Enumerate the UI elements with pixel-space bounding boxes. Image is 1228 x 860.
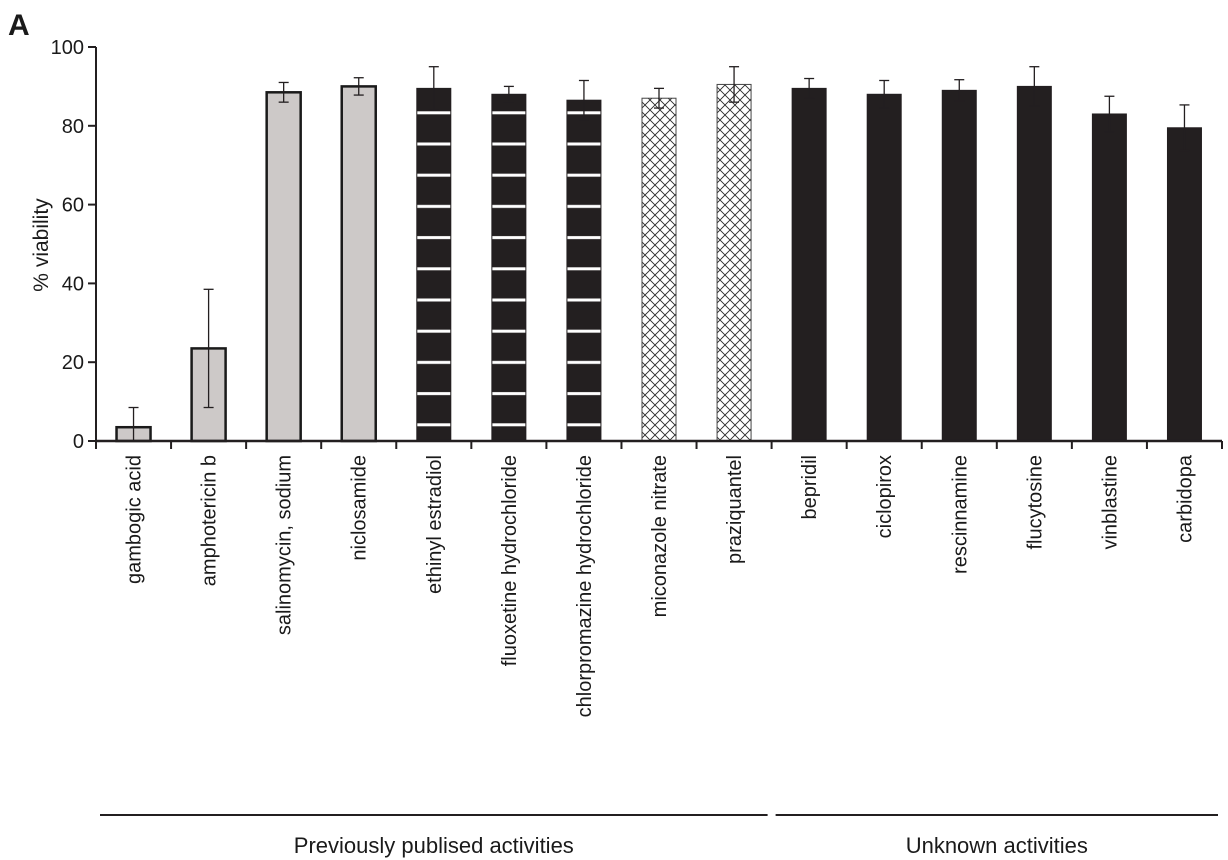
- y-tick-label: 0: [73, 431, 84, 453]
- x-tick-label: niclosamide: [349, 455, 371, 561]
- x-tick-label: flucytosine: [1024, 455, 1046, 550]
- panel-label: A: [8, 9, 30, 42]
- bars-group: [115, 66, 1202, 443]
- x-axis: gambogic acid amphotericin b salinomycin, …: [95, 439, 1223, 717]
- bar-salinomycin-sodium: [265, 91, 302, 443]
- x-tick-label: carbidopa: [1174, 454, 1196, 543]
- x-tick-label: amphotericin b: [199, 455, 221, 586]
- bar-flucytosine: [1016, 85, 1052, 442]
- error-bar: [654, 87, 664, 109]
- error-bar: [353, 77, 364, 96]
- error-bar: [879, 79, 890, 109]
- x-tick-label: bepridil: [799, 455, 821, 519]
- bar-bepridil: [791, 87, 827, 442]
- x-tick-label: vinblastine: [1099, 455, 1121, 550]
- group-label: Unknown activities: [906, 833, 1088, 858]
- error-bar: [503, 85, 514, 103]
- x-tick-label: chlorpromazine hydrochloride: [574, 455, 596, 717]
- x-tick-label: rescinnamine: [949, 455, 971, 574]
- y-tick-label: 100: [51, 37, 84, 59]
- x-tick-label: salinomycin, sodium: [274, 455, 296, 635]
- error-bar: [1179, 104, 1190, 152]
- error-bar: [278, 81, 289, 103]
- bar-fluoxetine-hydrochloride: [491, 93, 527, 442]
- error-bar: [578, 79, 589, 121]
- bar-ciclopirox: [866, 93, 902, 442]
- bar-praziquantel: [716, 83, 752, 442]
- bar-niclosamide: [340, 85, 377, 443]
- y-tick-label: 20: [62, 352, 84, 374]
- bar-carbidopa: [1166, 127, 1202, 442]
- bar-chlorpromazine-hydrochloride: [566, 99, 602, 442]
- x-tick-label: ciclopirox: [874, 455, 896, 538]
- bar-vinblastine: [1091, 113, 1127, 442]
- x-tick-label: praziquantel: [724, 455, 746, 564]
- bar-ethinyl-estradiol: [416, 87, 452, 442]
- bar-miconazole-nitrate: [641, 97, 677, 442]
- y-axis-title: % viability: [30, 198, 53, 292]
- error-bar: [729, 66, 740, 103]
- y-tick-label: 60: [62, 195, 84, 217]
- x-tick-label: gambogic acid: [124, 455, 146, 584]
- error-bar: [954, 79, 965, 102]
- x-tick-label: miconazole nitrate: [649, 455, 671, 617]
- group-brackets: Previously publised activities Unknown ac…: [100, 814, 1218, 858]
- x-tick-label: ethinyl estradiol: [424, 455, 446, 594]
- error-bar: [804, 77, 815, 99]
- error-bar: [1029, 66, 1040, 107]
- y-tick-label: 80: [62, 116, 84, 138]
- y-tick-label: 40: [62, 273, 84, 295]
- bar-rescinnamine: [941, 89, 977, 442]
- x-tick-label: fluoxetine hydrochloride: [499, 455, 521, 666]
- error-bar: [1104, 95, 1115, 133]
- group-label: Previously publised activities: [294, 833, 574, 858]
- y-axis: 0 20 40 60 80 100: [51, 37, 97, 453]
- error-bar: [203, 288, 214, 409]
- error-bar: [428, 66, 439, 111]
